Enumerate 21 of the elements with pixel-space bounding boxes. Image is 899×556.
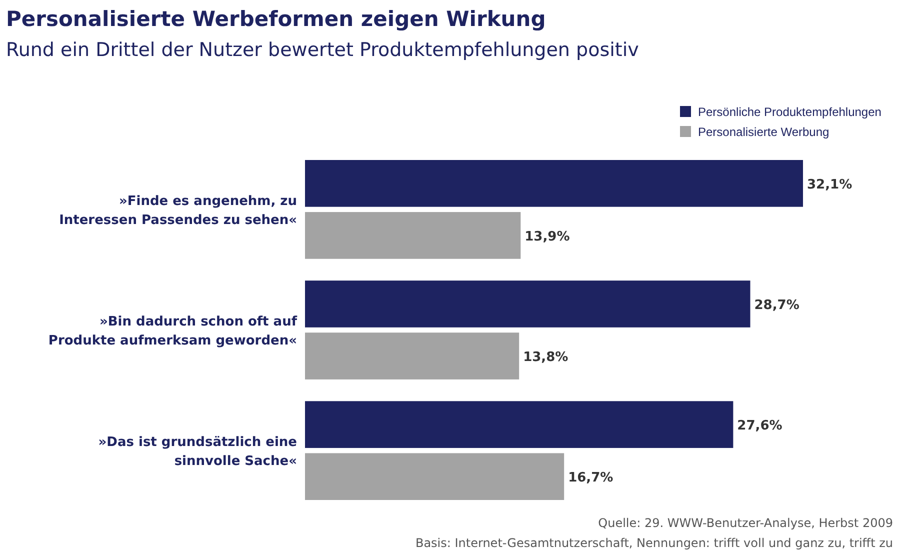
- y-tick-label: »Bin dadurch schon oft auf Produkte aufmerksam geworden«: [48, 314, 298, 348]
- y-tick-label: »Finde es angenehm, zu Interessen Passendes zu sehen«: [59, 194, 297, 228]
- bar: [305, 453, 564, 500]
- data-label: 28,7%: [754, 298, 800, 313]
- bar: [305, 332, 520, 380]
- bar: [305, 212, 521, 259]
- y-tick-label: »Das ist grundsätzlich eine sinnvolle Sache«: [98, 435, 298, 470]
- chart-subtitle: Rund ein Drittel der Nutzer bewertet Produktempfehlungen positiv: [6, 39, 639, 61]
- bar: [305, 280, 750, 328]
- chart-title: Personalisierte Werbeformen zeigen Wirkung: [6, 7, 546, 31]
- data-label: 13,9%: [524, 229, 570, 244]
- legend-label: Personalisierte Werbung: [698, 125, 830, 139]
- data-label: 13,8%: [523, 350, 568, 366]
- bar: [305, 401, 734, 448]
- data-label: 16,7%: [568, 470, 614, 486]
- text: Basis: Internet-Gesamtnutzerschaft, Nennungen: trifft voll und ganz zu, trifft zu: [415, 536, 893, 550]
- source-note: Quelle: 29. WWW-Benutzer-Analyse, Herbst 2009: [598, 516, 893, 530]
- legend-label: Persönliche Produktempfehlungen: [698, 105, 882, 119]
- data-label: 27,6%: [737, 418, 782, 434]
- bar: [305, 160, 803, 207]
- data-label: 32,1%: [807, 177, 852, 192]
